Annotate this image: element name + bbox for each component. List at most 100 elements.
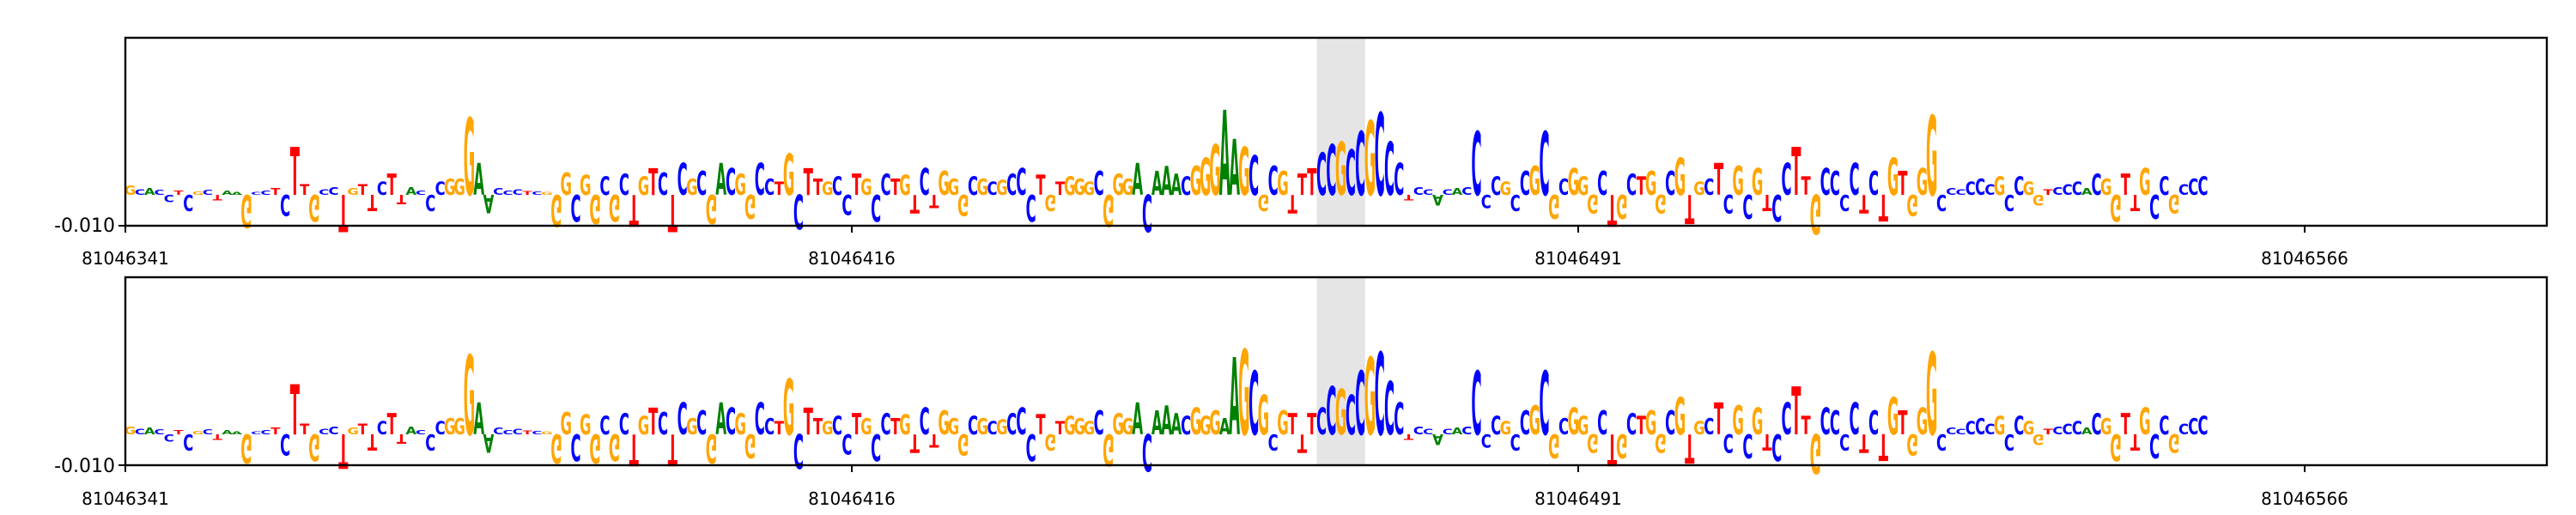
logo-letter-C: C bbox=[1665, 404, 1675, 442]
logo-letter-G: G bbox=[1277, 165, 1288, 203]
logo-letter-G: G bbox=[1732, 399, 1743, 445]
logo-letter-A: A bbox=[1229, 336, 1240, 459]
logo-letter-C: C bbox=[1249, 354, 1259, 456]
logo-letter-T: T bbox=[358, 421, 368, 438]
logo-letter-G: G bbox=[938, 404, 949, 442]
logo-letter-T: T bbox=[890, 175, 901, 201]
logo-letter-T: T bbox=[813, 175, 823, 201]
logo-letter-A: A bbox=[1219, 415, 1230, 440]
logo-letter-T: T bbox=[387, 168, 398, 202]
logo-letter-T: T bbox=[290, 136, 300, 211]
logo-letter-C: C bbox=[1771, 185, 1782, 228]
logo-letter-A: A bbox=[1132, 394, 1143, 445]
logo-letter-G: G bbox=[822, 179, 834, 200]
logo-letter-G: G bbox=[347, 427, 359, 437]
logo-letter-T: T bbox=[1288, 189, 1298, 219]
logo-letter-T: T bbox=[2043, 428, 2052, 437]
logo-letter-G: G bbox=[609, 185, 620, 228]
logo-letter-G: G bbox=[1577, 172, 1589, 202]
logo-letter-G: G bbox=[822, 418, 834, 439]
logo-letter-T: T bbox=[804, 400, 813, 443]
logo-letter-C: C bbox=[1558, 175, 1569, 201]
logo-letter-A: A bbox=[2081, 187, 2093, 197]
logo-letter-G: G bbox=[1693, 179, 1705, 200]
logo-letter-G: G bbox=[1209, 130, 1221, 211]
logo-letter-G: G bbox=[1364, 336, 1376, 459]
logo-letter-C: C bbox=[2198, 411, 2208, 441]
logo-letter-T: T bbox=[300, 181, 310, 198]
logo-letter-T: T bbox=[1859, 189, 1869, 219]
logo-letter-C: C bbox=[1956, 189, 1966, 197]
logo-letter-C: C bbox=[203, 189, 213, 197]
logo-letter-C: C bbox=[987, 418, 998, 439]
logo-letter-C: C bbox=[251, 431, 261, 435]
logo-letter-C: C bbox=[183, 189, 193, 215]
logo-letter-T: T bbox=[397, 431, 406, 446]
logo-letter-T: T bbox=[368, 189, 378, 215]
logo-letter-G: G bbox=[1752, 161, 1763, 203]
logo-letter-G: G bbox=[1073, 415, 1085, 440]
logo-letter-C: C bbox=[1849, 154, 1859, 205]
logo-letter-A: A bbox=[1151, 404, 1163, 442]
logo-letter-G: G bbox=[1645, 404, 1656, 442]
logo-letter-G: G bbox=[977, 415, 989, 440]
logo-letter-T: T bbox=[387, 408, 398, 441]
logo-letter-G: G bbox=[860, 175, 872, 201]
logo-letter-T: T bbox=[523, 191, 533, 197]
logo-letter-G: G bbox=[1926, 95, 1938, 221]
logo-letter-C: C bbox=[377, 418, 387, 439]
logo-letter-C: C bbox=[1355, 114, 1365, 216]
logo-letter-C: C bbox=[164, 432, 174, 443]
logo-letter-C: C bbox=[319, 428, 329, 437]
logo-letter-T: T bbox=[1714, 394, 1723, 445]
logo-letter-C: C bbox=[1375, 330, 1385, 462]
logo-letter-C: C bbox=[1956, 428, 1966, 437]
logo-letter-C: C bbox=[1539, 354, 1549, 456]
logo-letter-G: G bbox=[1258, 384, 1269, 447]
logo-letter-C: C bbox=[328, 425, 338, 438]
logo-letter-C: C bbox=[871, 425, 881, 468]
logo-letter-G: G bbox=[1112, 408, 1124, 441]
logo-letter-G: G bbox=[783, 143, 794, 209]
logo-letter-C: C bbox=[1936, 428, 1947, 454]
logo-letter-G: G bbox=[996, 415, 1008, 439]
logo-letter-G: G bbox=[977, 175, 989, 201]
logo-letter-C: C bbox=[251, 191, 261, 196]
logo-letter-T: T bbox=[668, 424, 677, 475]
logo-letter-G: G bbox=[1616, 187, 1627, 225]
logo-letter-G: G bbox=[1064, 172, 1076, 202]
logo-letter-C: C bbox=[2052, 425, 2063, 438]
logo-letter-C: C bbox=[1946, 427, 1956, 437]
logo-letter-C: C bbox=[1965, 179, 1976, 200]
logo-letter-C: C bbox=[1249, 144, 1259, 208]
logo-letter-T: T bbox=[2130, 428, 2141, 454]
logo-letter-G: G bbox=[1528, 399, 1540, 445]
logo-letter-C: C bbox=[1723, 428, 1734, 458]
logo-letter-G: G bbox=[2139, 161, 2150, 203]
logo-letter-C: C bbox=[1346, 138, 1356, 210]
logo-letter-C: C bbox=[1781, 154, 1791, 205]
logo-letter-G: G bbox=[783, 364, 795, 453]
logo-letter-C: C bbox=[416, 429, 426, 436]
logo-letter-C: C bbox=[677, 394, 688, 445]
logo-letter-G: G bbox=[2100, 415, 2112, 440]
logo-letter-C: C bbox=[532, 191, 542, 196]
logo-letter-G: G bbox=[541, 431, 553, 435]
logo-letter-A: A bbox=[144, 187, 155, 197]
logo-letter-C: C bbox=[658, 406, 668, 442]
logo-letter-C: C bbox=[880, 168, 890, 202]
logo-letter-T: T bbox=[368, 428, 378, 454]
logo-letter-C: C bbox=[261, 429, 271, 436]
logo-letter-G: G bbox=[125, 183, 136, 198]
logo-letter-C: C bbox=[1830, 165, 1840, 203]
logo-letter-C: C bbox=[920, 161, 930, 203]
logo-letter-T: T bbox=[775, 418, 784, 439]
logo-letter-C: C bbox=[1820, 161, 1831, 203]
logo-letter-T: T bbox=[290, 370, 300, 451]
logo-letter-C: C bbox=[1384, 367, 1394, 452]
logo-letter-G: G bbox=[1645, 165, 1656, 203]
y-tick-label: -0.010 bbox=[54, 215, 115, 237]
logo-letter-G: G bbox=[1917, 161, 1928, 203]
logo-letter-G: G bbox=[1238, 136, 1250, 211]
